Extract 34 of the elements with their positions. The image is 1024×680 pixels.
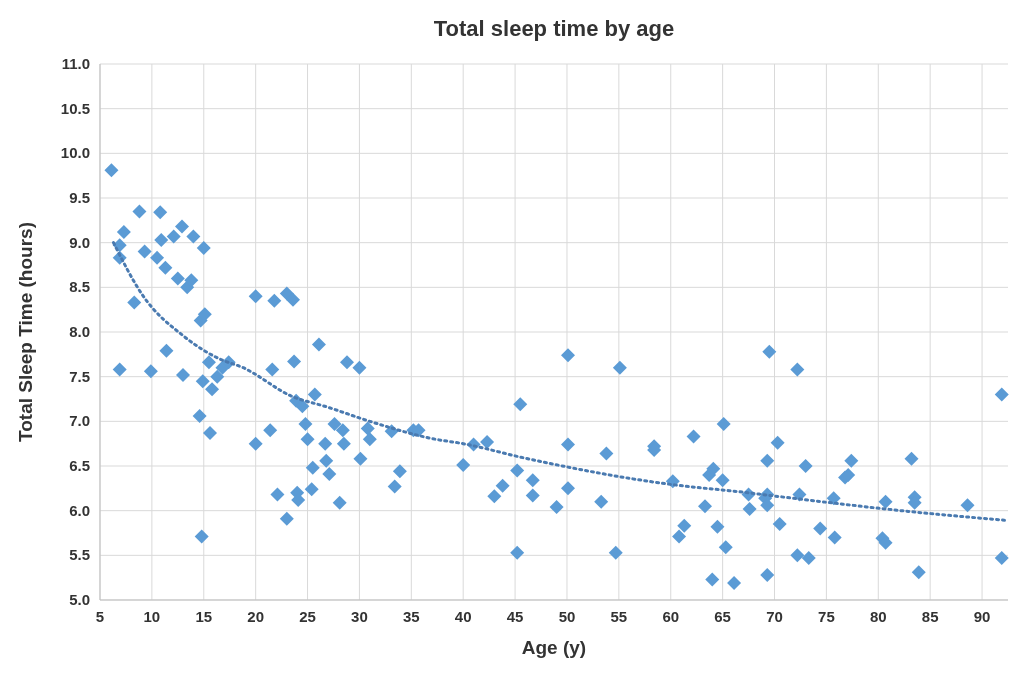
x-tick-label: 15 bbox=[195, 608, 213, 625]
y-axis-title: Total Sleep Time (hours) bbox=[15, 222, 36, 442]
x-tick-label: 20 bbox=[247, 608, 264, 625]
x-tick-label: 75 bbox=[818, 608, 835, 625]
y-tick-label: 5.0 bbox=[69, 591, 90, 608]
y-tick-label: 11.0 bbox=[61, 55, 90, 72]
y-tick-label: 7.5 bbox=[69, 367, 90, 385]
x-tick-label: 25 bbox=[299, 608, 316, 625]
y-tick-label: 10.0 bbox=[60, 144, 90, 162]
x-tick-label: 90 bbox=[973, 608, 991, 625]
x-tick-label: 80 bbox=[869, 608, 887, 625]
x-tick-label: 55 bbox=[610, 608, 628, 625]
y-tick-label: 8.0 bbox=[69, 323, 90, 340]
x-tick-label: 85 bbox=[921, 608, 939, 625]
x-axis-title: Age (y) bbox=[521, 637, 587, 658]
x-tick-label: 60 bbox=[662, 608, 680, 625]
y-tick-label: 7.0 bbox=[69, 412, 90, 430]
x-tick-label: 65 bbox=[714, 608, 731, 625]
y-tick-label: 6.0 bbox=[69, 501, 90, 519]
y-tick-label: 5.5 bbox=[69, 546, 90, 564]
x-tick-label: 5 bbox=[95, 608, 105, 625]
x-tick-label: 10 bbox=[143, 608, 161, 625]
x-tick-label: 70 bbox=[766, 608, 783, 625]
y-tick-label: 6.5 bbox=[69, 457, 90, 474]
y-tick-label: 9.0 bbox=[69, 233, 90, 251]
x-tick-label: 40 bbox=[454, 608, 472, 625]
x-tick-label: 30 bbox=[351, 608, 368, 625]
x-tick-label: 35 bbox=[402, 608, 420, 625]
y-tick-label: 9.5 bbox=[69, 189, 90, 206]
x-tick-label: 50 bbox=[558, 608, 576, 625]
x-tick-label: 45 bbox=[506, 608, 524, 625]
chart-title: Total sleep time by age bbox=[433, 16, 675, 41]
y-tick-label: 10.5 bbox=[60, 99, 90, 117]
y-tick-label: 8.5 bbox=[69, 278, 90, 296]
